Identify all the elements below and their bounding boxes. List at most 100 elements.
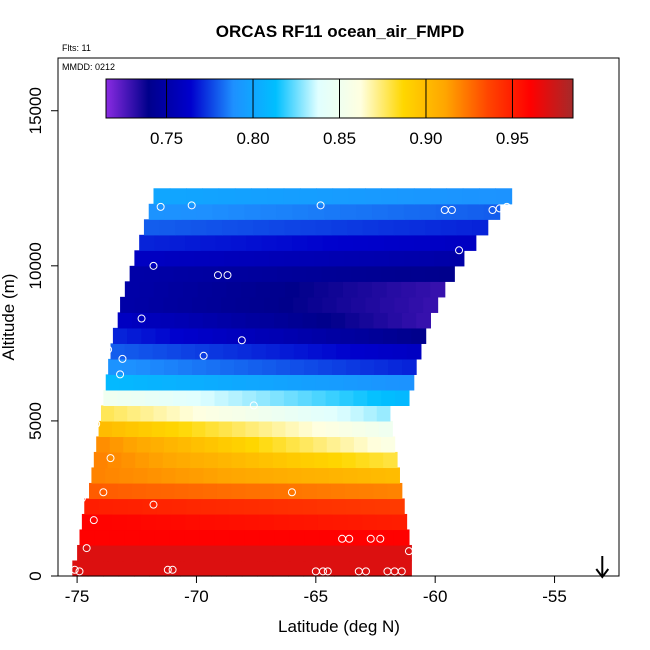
observation-point xyxy=(213,271,222,280)
heatmap-cell xyxy=(286,451,302,469)
heatmap-cell xyxy=(175,219,192,236)
heatmap-cell xyxy=(285,420,300,438)
heatmap-cell xyxy=(357,467,372,484)
heatmap-cell xyxy=(435,203,453,220)
heatmap-cell xyxy=(245,467,260,484)
heatmap-cell xyxy=(315,219,333,236)
heatmap-cell xyxy=(268,219,286,236)
heatmap-cell xyxy=(131,312,147,329)
heatmap-cell xyxy=(410,265,426,282)
heatmap-cell xyxy=(127,327,142,344)
heatmap-cell xyxy=(372,281,388,298)
heatmap-cell xyxy=(185,513,201,531)
heatmap-cell xyxy=(272,420,287,438)
heatmap-cell xyxy=(120,296,136,313)
observation-point xyxy=(92,420,101,429)
heatmap-cell xyxy=(347,513,363,531)
heatmap-cell xyxy=(381,389,396,406)
heatmap-cell xyxy=(164,250,180,267)
observation-point xyxy=(108,317,117,326)
heatmap-cell xyxy=(311,405,325,422)
heatmap-cell xyxy=(397,188,415,205)
heatmap-cell xyxy=(192,296,208,313)
heatmap-cell xyxy=(388,250,405,267)
heatmap-cell xyxy=(247,265,264,282)
heatmap-cell xyxy=(189,374,205,391)
observation-point xyxy=(116,370,125,379)
heatmap-cell xyxy=(134,250,150,267)
heatmap-cell xyxy=(202,312,218,329)
x-tick-label: -60 xyxy=(423,587,448,606)
heatmap-cell xyxy=(180,560,197,577)
heatmap-cell xyxy=(403,203,421,220)
observation-point xyxy=(106,454,115,463)
heatmap-cell xyxy=(445,234,462,251)
heatmap-cell xyxy=(342,281,359,298)
heatmap-cell xyxy=(393,219,411,236)
observation-point xyxy=(70,565,79,574)
heatmap-cell xyxy=(133,560,150,577)
heatmap-cell xyxy=(155,327,171,344)
flights-annotation: Flts: 11 xyxy=(62,43,91,53)
heatmap-cell xyxy=(160,312,176,329)
heatmap-cell xyxy=(288,560,305,577)
heatmap-cell xyxy=(321,265,337,282)
heatmap-cell xyxy=(220,358,235,375)
heatmap-cell xyxy=(94,529,111,546)
heatmap-cell xyxy=(373,312,389,329)
heatmap-cell xyxy=(331,498,347,515)
x-tick-label: -70 xyxy=(184,587,209,606)
heatmap-cell xyxy=(118,560,135,577)
heatmap-cell xyxy=(212,327,228,344)
heatmap-cell xyxy=(149,250,165,267)
heatmap-cell xyxy=(218,420,233,438)
observation-point xyxy=(149,261,158,270)
heatmap-cell xyxy=(177,436,192,453)
heatmap-cell xyxy=(365,265,382,282)
heatmap-cell xyxy=(189,467,205,484)
heatmap-cell xyxy=(192,420,206,438)
heatmap-cell xyxy=(381,188,399,205)
heatmap-cell xyxy=(245,374,261,391)
heatmap-cell xyxy=(336,296,352,313)
heatmap-cell xyxy=(200,498,216,515)
observation-point xyxy=(149,500,158,509)
heatmap-cell xyxy=(135,451,150,469)
heatmap-cell xyxy=(258,420,273,438)
heatmap-cell xyxy=(299,188,317,205)
heatmap-cell xyxy=(287,467,302,484)
heatmap-cell xyxy=(326,327,341,344)
heatmap-cell xyxy=(244,203,261,220)
heatmap-cell xyxy=(119,374,135,391)
heatmap-cell xyxy=(391,513,408,531)
heatmap-cell xyxy=(229,513,245,531)
heatmap-cell xyxy=(174,482,190,500)
observation-point xyxy=(287,488,296,497)
heatmap-cell xyxy=(151,420,166,438)
heatmap-cell xyxy=(332,513,349,531)
heatmap-cell xyxy=(179,405,194,422)
observation-point xyxy=(345,534,354,543)
heatmap-cell xyxy=(186,389,202,406)
heatmap-cell xyxy=(451,203,469,220)
heatmap-cell xyxy=(190,219,208,236)
heatmap-cell xyxy=(277,265,293,282)
heatmap-cell xyxy=(325,420,340,438)
heatmap-cell xyxy=(316,498,333,515)
heatmap-cell xyxy=(241,281,257,298)
heatmap-cell xyxy=(301,467,316,484)
heatmap-cell xyxy=(329,467,344,484)
heatmap-cell xyxy=(330,312,346,329)
heatmap-cell xyxy=(364,343,380,360)
observation-point xyxy=(459,299,468,308)
heatmap-cell xyxy=(217,312,232,329)
heatmap-cell xyxy=(183,327,199,344)
heatmap-cell xyxy=(126,513,142,531)
heatmap-cell xyxy=(203,374,219,391)
heatmap-cell xyxy=(239,250,255,267)
heatmap-cell xyxy=(362,219,379,236)
heatmap-cell xyxy=(328,451,343,469)
observation-point xyxy=(199,351,208,360)
heatmap-cell xyxy=(202,482,218,500)
heatmap-cell xyxy=(387,312,403,329)
